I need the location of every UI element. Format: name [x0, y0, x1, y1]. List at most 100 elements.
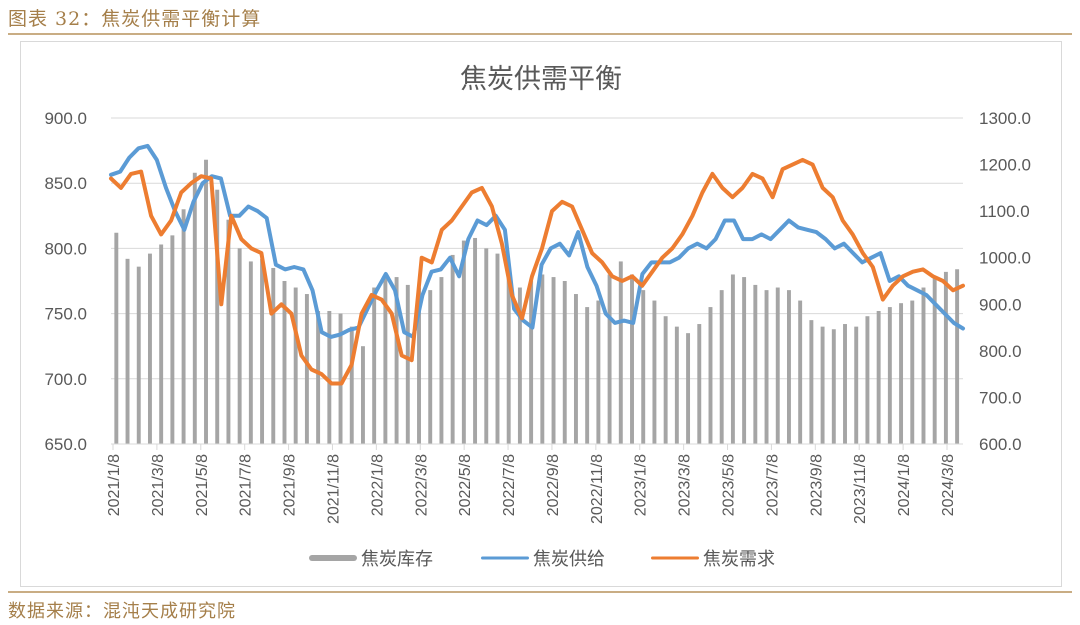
inventory-bar [192, 172, 197, 444]
inventory-bar [562, 281, 567, 444]
x-tick-label: 2022/1/8 [369, 454, 386, 516]
legend-demand[interactable]: 焦炭需求 [651, 549, 775, 569]
inventory-bar [136, 266, 141, 444]
inventory-bar [215, 189, 220, 444]
inventory-bar [517, 287, 522, 444]
legend[interactable]: 焦炭库存 焦炭供给 焦炭需求 [309, 549, 775, 569]
inventory-bar [506, 274, 511, 444]
inventory-bar [293, 287, 298, 444]
legend-supply-label: 焦炭供给 [533, 549, 605, 569]
inventory-bar [697, 324, 702, 444]
x-tick-label: 2024/3/8 [940, 454, 957, 516]
inventory-bar [786, 290, 791, 444]
inventory-bar [652, 300, 657, 444]
inventory-bar [955, 269, 960, 444]
data-source: 数据来源：混沌天成研究院 [8, 601, 236, 622]
inventory-bar [943, 271, 948, 444]
inventory-bar [540, 274, 545, 444]
series-lines [109, 143, 965, 386]
source-rule [8, 591, 1072, 593]
right-tick-label: 1100.0 [979, 202, 1030, 221]
inventory-bar [181, 209, 186, 444]
inventory-bar [719, 290, 724, 444]
inventory-bar [573, 294, 578, 444]
inventory-bar [282, 281, 287, 444]
inventory-bar [798, 300, 803, 444]
inventory-bar [383, 274, 388, 444]
inventory-bar [417, 287, 421, 444]
inventory-bar [372, 287, 377, 444]
inventory-bar [204, 159, 208, 444]
inventory-bar [551, 277, 556, 444]
inventory-bar [596, 300, 601, 444]
x-tick-label: 2022/5/8 [457, 454, 474, 516]
inventory-bar [607, 274, 612, 444]
figure-caption: 图表 32：焦炭供需平衡计算 [8, 8, 262, 30]
inventory-bar [585, 307, 590, 444]
legend-inventory-swatch [309, 555, 357, 561]
supply-line [109, 143, 965, 339]
x-tick-label: 2021/5/8 [194, 454, 211, 516]
left-tick-label: 750.0 [44, 305, 87, 324]
inventory-bar [349, 326, 354, 444]
right-tick-label: 1200.0 [979, 156, 1031, 175]
left-tick-label: 700.0 [44, 370, 87, 389]
inventory-bar [618, 261, 623, 444]
inventory-bar [316, 310, 321, 444]
x-tick-label: 2022/11/8 [589, 454, 606, 524]
right-tick-label: 1000.0 [979, 249, 1031, 268]
inventory-bar [921, 287, 926, 444]
left-tick-label: 900.0 [44, 109, 87, 128]
inventory-bar [932, 277, 937, 444]
inventory-bar [775, 287, 780, 444]
inventory-bar [439, 277, 444, 444]
x-axis: 2021/1/8 2021/3/8 2021/5/8 2021/7/8 2021/9/8… [106, 443, 963, 524]
inventory-bar [899, 303, 904, 444]
inventory-bar [753, 284, 758, 444]
inventory-bar [226, 219, 231, 444]
x-tick-label: 2023/1/8 [633, 454, 650, 516]
x-tick-label: 2023/11/8 [852, 454, 869, 524]
x-tick-label: 2022/7/8 [501, 454, 518, 516]
chart-svg: 焦炭供需平衡 650.0 700.0 750.0 800.0 850.0 900.0 60… [44, 64, 1031, 569]
legend-demand-label: 焦炭需求 [703, 549, 775, 569]
legend-inventory[interactable]: 焦炭库存 [309, 549, 433, 569]
inventory-bars [114, 159, 960, 444]
x-tick-label: 2021/11/8 [325, 454, 342, 524]
right-tick-label: 1300.0 [979, 109, 1031, 128]
inventory-bar [730, 274, 735, 444]
x-tick-label: 2023/5/8 [721, 454, 738, 516]
x-tick-label: 2022/3/8 [413, 454, 430, 516]
inventory-bar [910, 300, 915, 444]
x-tick-label: 2023/9/8 [808, 454, 825, 516]
inventory-bar [708, 307, 713, 444]
inventory-bar [170, 235, 175, 444]
legend-supply-swatch [481, 556, 529, 560]
chart-frame: 焦炭供需平衡 650.0 700.0 750.0 800.0 850.0 900.0 60… [20, 41, 1062, 587]
inventory-bar [248, 261, 253, 444]
right-tick-label: 700.0 [979, 388, 1022, 407]
inventory-bar [147, 253, 152, 444]
inventory-bar [663, 316, 668, 444]
inventory-bar [876, 310, 881, 444]
inventory-bar [237, 248, 242, 444]
x-tick-label: 2024/1/8 [896, 454, 913, 516]
inventory-bar [260, 258, 265, 444]
inventory-bar [461, 240, 466, 444]
inventory-bar [529, 281, 534, 444]
left-axis-ticks: 650.0 700.0 750.0 800.0 850.0 900.0 [44, 109, 87, 454]
legend-demand-swatch [651, 556, 699, 560]
x-tick-label: 2021/3/8 [150, 454, 167, 516]
inventory-bar [394, 277, 399, 444]
chart-title: 焦炭供需平衡 [460, 64, 622, 94]
left-tick-label: 650.0 [44, 435, 87, 454]
inventory-bar [686, 333, 691, 444]
inventory-bar [114, 232, 119, 444]
inventory-bar [159, 244, 164, 444]
right-axis-ticks: 600.0 700.0 800.0 900.0 1000.0 1100.0 1200.0 13… [979, 109, 1031, 454]
legend-supply[interactable]: 焦炭供给 [481, 549, 605, 569]
inventory-bar [854, 326, 859, 444]
inventory-bar [887, 307, 892, 444]
inventory-bar [327, 310, 332, 444]
x-tick-label: 2021/9/8 [282, 454, 299, 516]
